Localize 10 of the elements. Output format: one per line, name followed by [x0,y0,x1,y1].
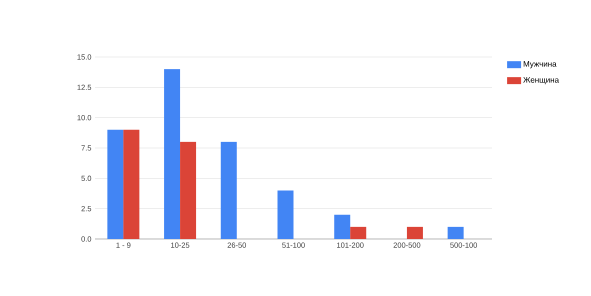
bar [107,130,124,239]
bar [123,130,140,239]
bar [278,190,294,239]
bar [180,142,196,239]
bar [406,226,423,239]
bar [448,226,464,239]
bar [334,214,350,239]
bar [164,69,180,239]
bar [350,226,366,239]
bar [220,142,237,239]
